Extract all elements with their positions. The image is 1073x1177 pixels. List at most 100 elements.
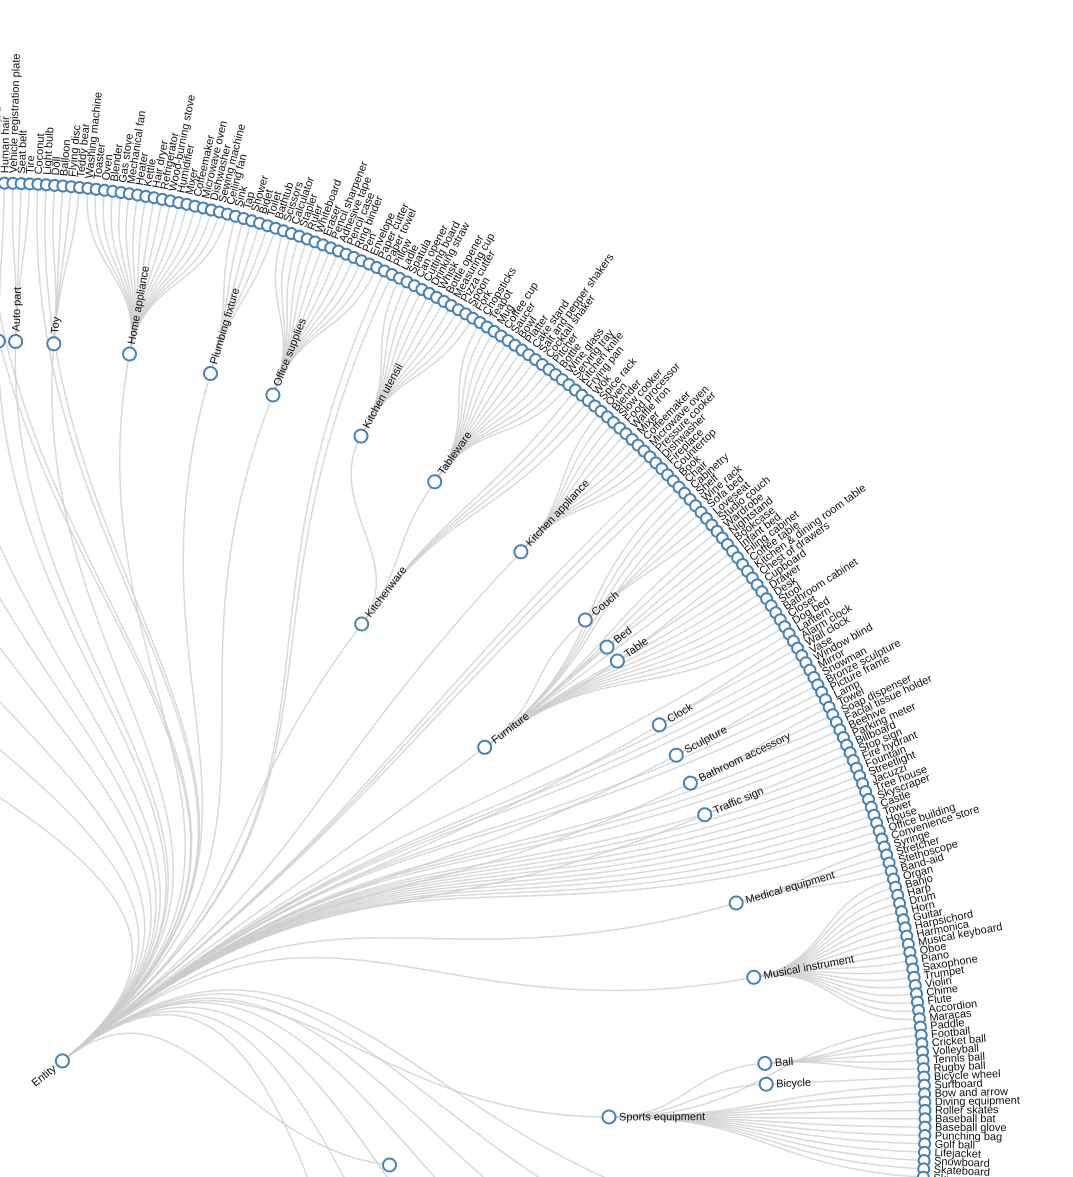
tree-internal-node	[757, 1055, 773, 1071]
tree-link	[483, 626, 786, 749]
tree-leaf-label: Bow and arrow	[934, 1086, 1008, 1100]
tree-leaf-label: Bicycle wheel	[934, 1068, 1001, 1083]
tree-link	[0, 646, 152, 1062]
tree-link	[520, 462, 657, 553]
tree-node-label: Kitchenware	[363, 564, 409, 620]
tree-link	[51, 343, 175, 1062]
tree-internal-node	[427, 474, 443, 490]
tree-internal-node	[54, 1053, 70, 1069]
tree-link	[61, 1032, 391, 1166]
tree-leaf-label: Piano	[920, 949, 950, 966]
tree-link	[0, 748, 140, 1062]
tree-internal-node	[609, 653, 625, 669]
tree-node-label: Furniture	[489, 711, 531, 747]
tree-link	[689, 721, 838, 784]
tree-link	[61, 1014, 309, 1177]
tree-link	[61, 698, 827, 1062]
tree-leaf-label: Skateboard	[933, 1164, 990, 1177]
tree-leaf-label: Blender	[109, 143, 126, 183]
tree-internal-node	[651, 717, 667, 733]
tree-leaf-label: Punching bag	[935, 1130, 1002, 1143]
tree-leaf-label: Tap	[241, 190, 257, 210]
tree-internal-node	[682, 775, 698, 791]
tree-leaf-node	[916, 1170, 930, 1177]
tree-leaf-label: Flute	[927, 992, 953, 1007]
tree-leaf-label: Diving equipment	[935, 1095, 1020, 1109]
tree-internal-node	[728, 895, 744, 911]
tree-leaf-label: Violin	[924, 975, 952, 991]
tree-leaf-label: Cricket ball	[931, 1033, 986, 1049]
tree-node-label: Plumbing fixture	[208, 287, 242, 366]
tree-leaf-label: Teddy bear	[75, 123, 92, 179]
tree-node-label: Auto part	[10, 287, 24, 332]
tree-link	[61, 993, 540, 1177]
tree-leaf-label: Volleyball	[932, 1042, 979, 1057]
tree-leaf-label: Human hair	[0, 116, 12, 173]
tree-leaf-label: Baseball glove	[935, 1122, 1007, 1135]
tree-leaf-label: Balloon	[58, 139, 73, 177]
tree-link	[584, 524, 713, 621]
tree-leaf-label: Rugby ball	[933, 1060, 986, 1075]
tree-leaf-label: Roller skates	[935, 1104, 999, 1117]
tree-leaf-label: Paddle	[930, 1017, 965, 1032]
tree-link	[61, 633, 790, 1062]
tree-leaf-label: Baseball bat	[935, 1113, 996, 1125]
tree-link	[61, 480, 675, 1062]
tree-leaf-label: Flying disc	[67, 124, 84, 177]
tree-leaf-label: Mixer	[184, 167, 202, 196]
tree-link	[61, 669, 811, 1062]
tree-link	[61, 623, 363, 1062]
tree-node-label: Entity	[30, 1063, 59, 1090]
tree-link	[272, 266, 378, 396]
tree-link	[61, 1002, 436, 1177]
tree-internal-node	[46, 336, 62, 352]
tree-leaf-label: Horn	[910, 899, 936, 916]
tree-internal-node	[758, 1076, 774, 1092]
tree-link	[61, 989, 606, 1177]
tree-internal-node	[0, 333, 6, 349]
tree-link	[675, 684, 819, 756]
tree-leaf-label: Surfboard	[934, 1078, 983, 1092]
tree-leaf-label: Light bulb	[41, 127, 56, 175]
tree-leaf-label: Sink	[233, 184, 250, 208]
tree-leaf-label: Coconut	[33, 133, 47, 175]
tree-internal-node	[203, 366, 218, 381]
tree-node-label: Toy	[49, 316, 62, 335]
tree-link	[61, 1006, 388, 1177]
tree-node-label: Kitchen appliance	[524, 477, 592, 549]
tree-link	[608, 1116, 925, 1162]
tree-link	[128, 213, 229, 355]
tree-internal-node	[513, 544, 529, 560]
tree-link	[608, 1062, 766, 1118]
tree-link	[483, 618, 782, 749]
tree-link	[433, 378, 564, 483]
tree-leaf-label: Doll	[50, 156, 63, 176]
tree-leaf-label: Heater	[134, 151, 151, 186]
tree-link	[0, 796, 134, 1062]
tree-link	[61, 746, 486, 1062]
tree-leaf-label: Vehicle registration plate	[8, 53, 23, 173]
tree-internal-node	[477, 739, 493, 755]
tree-node-label: Bicycle	[776, 1077, 811, 1091]
tree-leaf-label: Football	[931, 1025, 971, 1040]
tree-node-label: Ball	[775, 1056, 794, 1069]
tree-link	[53, 186, 81, 345]
tree-internal-node	[601, 1109, 617, 1125]
tree-internal-node	[599, 639, 615, 655]
tree-leaf-label: Toaster	[92, 143, 108, 181]
tree-leaf-label: Chime	[926, 983, 959, 999]
tree-internal-node	[8, 334, 24, 349]
tree-link	[61, 394, 274, 1062]
tree-leaf-label: Oboe	[919, 940, 948, 957]
tree-leaf-label: Tire	[24, 155, 37, 174]
tree-internal-node	[265, 387, 281, 403]
tree-link	[61, 956, 755, 1062]
tree-leaf-label: Kettle	[142, 158, 159, 188]
tree-leaf-label: Golf ball	[935, 1139, 976, 1152]
tree-link	[61, 838, 883, 1062]
tree-link	[360, 481, 436, 625]
tree-leaf-label: Human beard	[0, 106, 3, 173]
tree-leaf-label: Ski	[933, 1172, 949, 1177]
tree-link	[608, 1116, 925, 1177]
